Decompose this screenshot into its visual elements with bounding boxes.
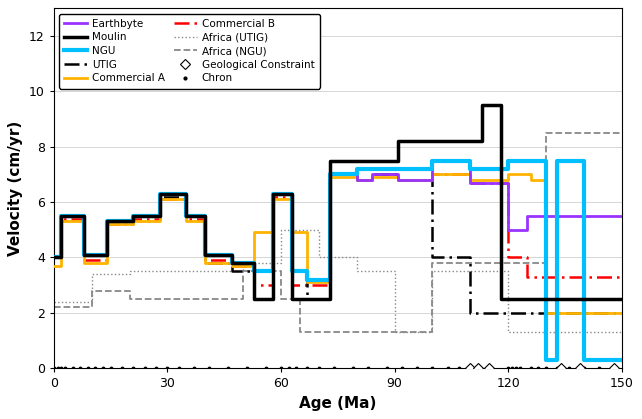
Y-axis label: Velocity (cm/yr): Velocity (cm/yr) [8,121,23,256]
Legend: Earthbyte, Moulin, NGU, UTIG, Commercial A, Commercial B, Africa (UTIG), Africa : Earthbyte, Moulin, NGU, UTIG, Commercial… [59,13,320,88]
X-axis label: Age (Ma): Age (Ma) [299,396,376,411]
